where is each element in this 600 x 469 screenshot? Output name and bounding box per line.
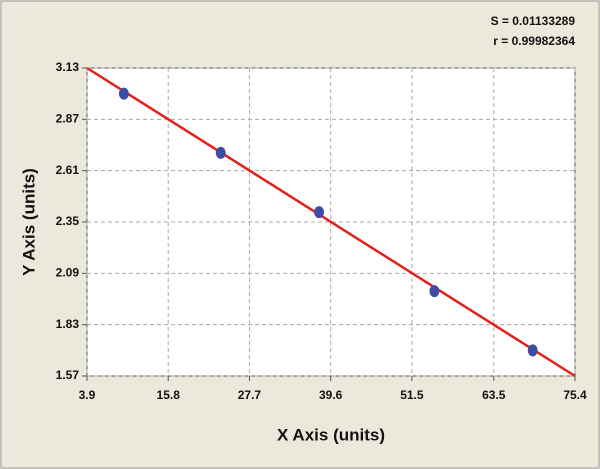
y-axis-title: Y Axis (units) [19, 168, 38, 276]
x-tick-label: 15.8 [157, 388, 181, 402]
x-tick-label: 27.7 [238, 388, 262, 402]
data-point [118, 87, 129, 100]
x-tick-label: 3.9 [79, 388, 96, 402]
x-tick-label: 39.6 [319, 388, 343, 402]
y-tick-label: 1.83 [56, 317, 80, 331]
y-tick-label: 1.57 [56, 368, 80, 382]
x-tick-label: 63.5 [482, 388, 506, 402]
data-point [314, 206, 325, 219]
annotation: r = 0.99982364 [493, 34, 575, 48]
data-point [527, 344, 538, 357]
annotation: S = 0.01133289 [491, 14, 576, 28]
fit-line [86, 66, 576, 378]
y-tick-label: 2.35 [56, 214, 80, 228]
data-point [429, 285, 440, 298]
y-tick-label: 2.09 [56, 266, 80, 280]
data-point [215, 146, 226, 159]
x-tick-label: 75.4 [563, 388, 587, 402]
y-tick-label: 3.13 [56, 60, 80, 74]
x-tick-label: 51.5 [400, 388, 424, 402]
y-tick-label: 2.61 [56, 163, 80, 177]
x-axis-title: X Axis (units) [277, 425, 385, 444]
y-tick-label: 2.87 [56, 112, 80, 126]
